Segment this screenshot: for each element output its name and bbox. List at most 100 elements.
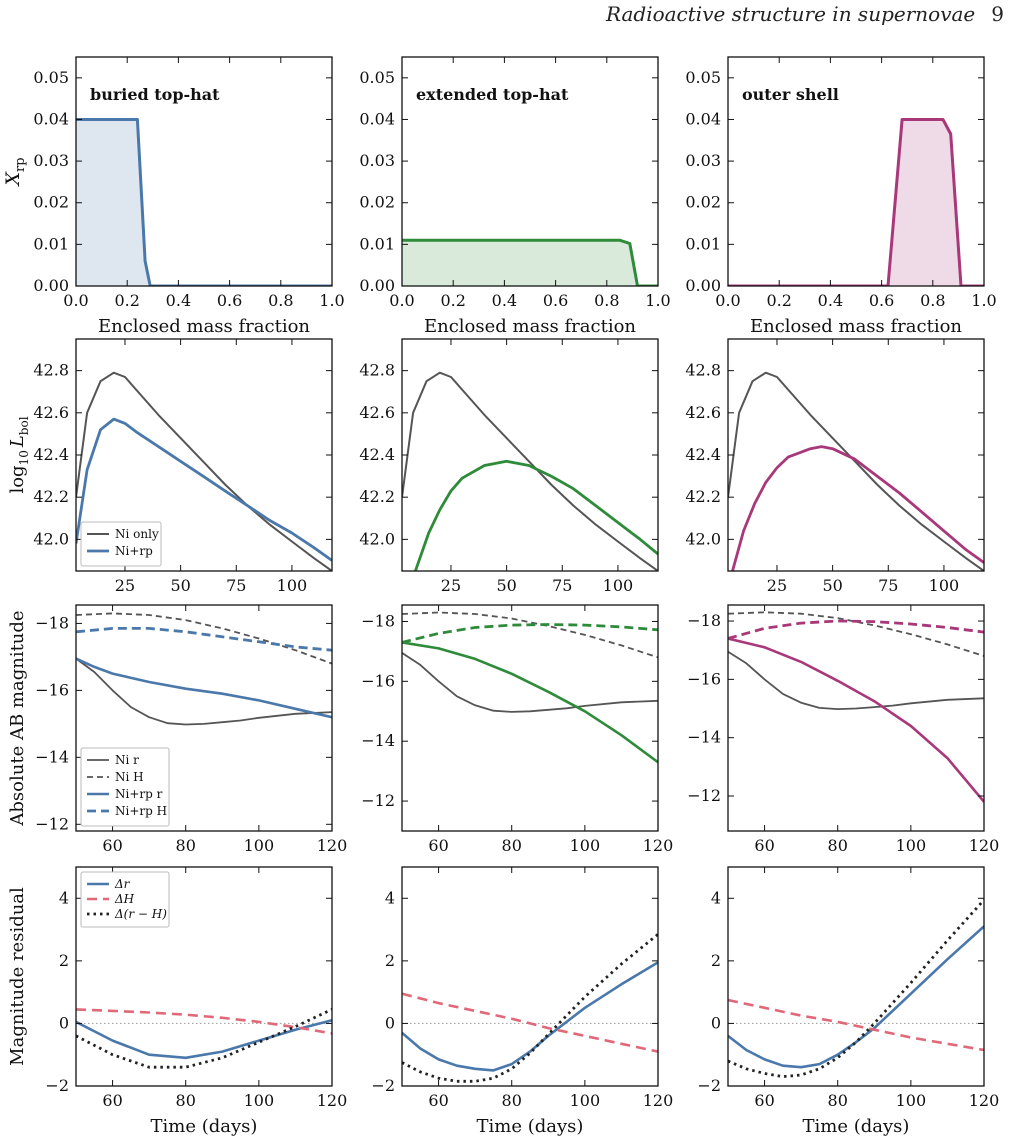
x-tick-label: 100 [896,836,927,855]
series-line-ni-only [402,371,658,571]
x-tick-label: 100 [929,576,960,595]
x-tick-label: 0.2 [440,291,465,310]
axes-frame [401,866,659,1087]
x-tick-label: 60 [102,1091,122,1110]
x-tick-label: 0.8 [594,291,619,310]
y-tick-label: 42.4 [359,445,395,464]
series-line-ni-rp-r [76,657,332,719]
y-tick-label: 4 [711,888,721,907]
series-line--r [728,925,984,1069]
x-tick-label: 0.4 [492,291,517,310]
series-line-ni-rp [76,417,332,562]
legend: Ni r Ni H Ni+rp r Ni+rp H [80,747,170,827]
x-tick-label: 0.8 [268,291,293,310]
x-tick-label: 25 [441,576,461,595]
x-tick-label: 100 [570,1091,601,1110]
series-line--r [76,1019,332,1060]
x-tick-label: 60 [428,836,448,855]
y-tick-label: 42.0 [359,529,395,548]
y-tick-label: 42.0 [685,529,721,548]
x-tick-label: 100 [244,836,275,855]
panel-title: outer shell [742,85,839,104]
y-tick-label: 2 [385,951,395,970]
y-tick-label: −12 [35,814,69,833]
panel-r4c3: 60 80 100 120 −2 0 2 4 Time (days) [697,866,999,1137]
legend-label: Δr [114,877,131,891]
plot-area [402,371,658,571]
legend-label: Ni+rp H [115,804,167,818]
series-line--h [76,1008,332,1035]
x-tick-label: 0.8 [920,291,945,310]
legend-label: Ni r [115,753,139,767]
x-tick-label: 0.2 [114,291,139,310]
plot-area [402,933,658,1083]
y-tick-label: 42.8 [33,361,69,380]
y-tick-label: 0.05 [33,68,69,87]
y-tick-label: −14 [35,747,69,766]
x-tick-label: 60 [754,1091,774,1110]
panel-r2c2: 25 50 75 100 42.0 42.2 42.4 42.6 42.8 [359,338,659,595]
x-tick-label: 120 [317,836,348,855]
x-tick-label: 1.0 [645,291,670,310]
plot-area [76,371,332,571]
x-tick-label: 0.4 [166,291,191,310]
series-line--r-h- [728,898,984,1078]
y-tick-label: 42.6 [685,403,721,422]
x-tick-label: 80 [828,836,848,855]
series-line--r-h- [402,933,658,1083]
x-tick-label: 80 [176,1091,196,1110]
y-tick-label: 0.02 [685,193,721,212]
series-line--h [728,998,984,1052]
plot-area [728,118,984,286]
x-tick-label: 0.2 [766,291,791,310]
y-tick-label: 42.8 [685,361,721,380]
legend-label: Ni H [115,770,144,784]
y-tick-label: 0.03 [33,151,69,170]
series-line--r-h- [76,1008,332,1069]
y-tick-label: 42.6 [359,403,395,422]
y-axis-label: log10Lbol [7,416,31,493]
panel-title: buried top-hat [90,85,220,104]
plot-area [76,612,332,726]
y-tick-label: 42.4 [33,445,69,464]
axes-frame [75,866,333,1087]
panel-r4c2: 60 80 100 120 −2 0 2 4 Time (days) [371,866,673,1137]
legend-label: Ni only [115,527,159,541]
x-tick-label: 50 [170,576,190,595]
series-line-ni-rp-h [76,627,332,652]
area-fill [76,119,332,286]
series-line-ni-h [76,612,332,665]
panel-r3c1: 60 80 100 120 −12 −14 −16 −18 Absolute AB magnit… [7,604,348,855]
y-tick-label: −18 [35,613,69,632]
series-line-ni-only [76,371,332,571]
panel-r1c2: 0.0 0.2 0.4 0.6 0.8 1.0 0.00 0.01 0.02 0.03 0.04 0.… [359,56,671,337]
y-tick-label: 0.02 [359,193,395,212]
y-tick-label: 0.00 [685,276,721,295]
y-tick-label: 0.01 [33,234,69,253]
y-tick-label: 42.4 [685,445,721,464]
x-axis-label: Time (days) [803,1116,910,1137]
x-tick-label: 100 [603,576,634,595]
x-tick-label: 0.0 [389,291,414,310]
x-tick-label: 75 [878,576,898,595]
legend-box [80,871,170,928]
y-tick-label: 0 [711,1013,721,1032]
series-line--r [402,961,658,1072]
x-tick-label: 0.4 [818,291,843,310]
x-tick-label: 50 [496,576,516,595]
x-tick-label: 80 [828,1091,848,1110]
legend-label: Ni+rp [115,544,153,558]
x-axis-label: Time (days) [477,1116,584,1137]
x-tick-label: 60 [428,1091,448,1110]
y-tick-label: 0.05 [359,68,395,87]
x-tick-label: 75 [226,576,246,595]
series-line-ni-rp-r [402,641,658,764]
y-tick-label: 0.00 [33,276,69,295]
x-tick-label: 60 [102,836,122,855]
y-tick-label: 2 [711,951,721,970]
x-tick-label: 100 [896,1091,927,1110]
x-tick-label: 50 [822,576,842,595]
y-tick-label: −14 [361,731,395,750]
plot-area [728,371,984,571]
y-tick-label: −18 [687,611,721,630]
